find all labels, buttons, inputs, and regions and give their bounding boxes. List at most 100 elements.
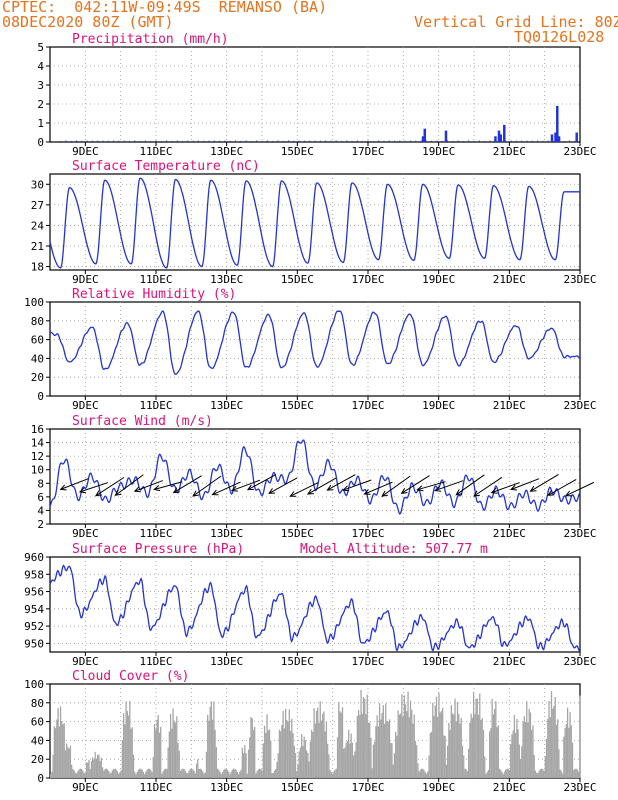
cloud-bar (250, 717, 252, 778)
cloud-bar (331, 773, 334, 778)
precip-bar (497, 130, 501, 142)
cloud-bar (553, 706, 555, 778)
cloud-bar (111, 770, 114, 778)
cloud-bar (54, 728, 57, 778)
cloud-bar (176, 716, 178, 778)
pressure-line (49, 564, 581, 652)
cloud-bar (563, 736, 565, 778)
y-tick-label: 100 (24, 296, 44, 309)
cloud-bar (147, 768, 149, 778)
cloud-bar (490, 728, 492, 778)
cloud-bar (192, 769, 194, 778)
cloud-bar (372, 744, 375, 778)
wind-arrow (192, 475, 222, 497)
cloud-bar (198, 768, 200, 778)
x-tick-label: 9DEC (72, 527, 99, 540)
cloud-bar (249, 737, 251, 778)
wind-arrow (381, 475, 411, 497)
cloud-bar (121, 740, 124, 778)
y-tick-label: 18 (31, 261, 44, 274)
cloud-bar (334, 769, 336, 778)
panel-frame-wind (49, 428, 581, 525)
cloud-bar (57, 708, 59, 778)
cloud-bar (327, 743, 329, 778)
x-tick-label: 15DEC (281, 145, 314, 158)
panel-frame-pres (49, 556, 581, 653)
x-tick-label: 9DEC (72, 781, 99, 794)
cloud-bar (518, 744, 520, 778)
cloud-bar (375, 726, 377, 778)
cloud-bar (349, 743, 351, 778)
cloud-bar (96, 754, 99, 778)
x-tick-label: 17DEC (351, 655, 384, 668)
cloud-bar (150, 770, 152, 778)
cloud-bar (460, 717, 462, 778)
cloud-bar (575, 768, 577, 778)
cloud-bar (215, 747, 218, 778)
y-tick-label: 20 (31, 753, 44, 766)
cloud-bar (139, 768, 141, 778)
y-tick-label: 0 (37, 136, 44, 149)
cloud-bar (247, 749, 250, 778)
cloud-bar (328, 754, 330, 778)
cloud-bar (291, 718, 293, 778)
cloud-bar (418, 771, 420, 778)
cloud-bar (480, 720, 482, 778)
cloud-bar (514, 732, 517, 778)
cloud-bar (56, 719, 58, 778)
cloud-bar (523, 716, 525, 778)
y-tick-label: 952 (24, 620, 44, 633)
cloud-bar (233, 768, 235, 778)
x-tick-label: 23DEC (563, 655, 596, 668)
cloud-bar (390, 742, 392, 778)
cloud-bar (458, 713, 460, 778)
cloud-bar (430, 731, 433, 778)
cloud-bar (118, 773, 120, 778)
x-tick-label: 17DEC (351, 781, 384, 794)
cloud-bar (527, 722, 529, 778)
cloud-bar (62, 724, 64, 778)
x-tick-label: 11DEC (139, 655, 172, 668)
cloud-bar (236, 771, 239, 778)
cloud-bar (209, 706, 211, 778)
cloud-bar (160, 726, 162, 778)
cloud-bar (148, 768, 151, 778)
cloud-bar (130, 728, 132, 778)
cloud-bar (352, 755, 355, 778)
temperature-line (49, 177, 580, 269)
cloud-bar (120, 770, 122, 778)
cloud-bar (573, 770, 575, 778)
cloud-bar (433, 715, 435, 778)
cloud-bar (151, 772, 153, 778)
cloud-bar (344, 747, 346, 778)
cloud-bar (540, 768, 543, 778)
precip-bar (423, 128, 427, 142)
cloud-bar (423, 770, 425, 778)
wind-arrow (547, 478, 577, 496)
cloud-bar (350, 733, 352, 778)
cloud-bar (75, 773, 78, 778)
cloud-bar (537, 773, 539, 778)
cloud-bar (422, 768, 424, 778)
cloud-bar (456, 702, 459, 778)
cloud-bar (226, 769, 229, 778)
cloud-bar (381, 712, 383, 778)
cloud-bar (134, 771, 136, 778)
cloud-bar (275, 769, 277, 778)
panel-title-rh: Relative Humidity (%) (72, 287, 236, 302)
cloud-bar (268, 729, 271, 778)
cloud-bar (413, 714, 415, 778)
cloud-bar (203, 773, 205, 778)
cloud-bar (179, 770, 182, 778)
cloud-bar (539, 769, 542, 778)
x-tick-label: 23DEC (563, 399, 596, 412)
wind-arrowhead (59, 484, 67, 491)
cloud-bar (244, 744, 246, 778)
cloud-bar (558, 749, 560, 778)
x-tick-label: 23DEC (563, 781, 596, 794)
cloud-bar (251, 718, 253, 778)
cloud-bar (481, 718, 483, 778)
cloud-bar (496, 727, 498, 778)
cloud-bar (555, 724, 558, 778)
